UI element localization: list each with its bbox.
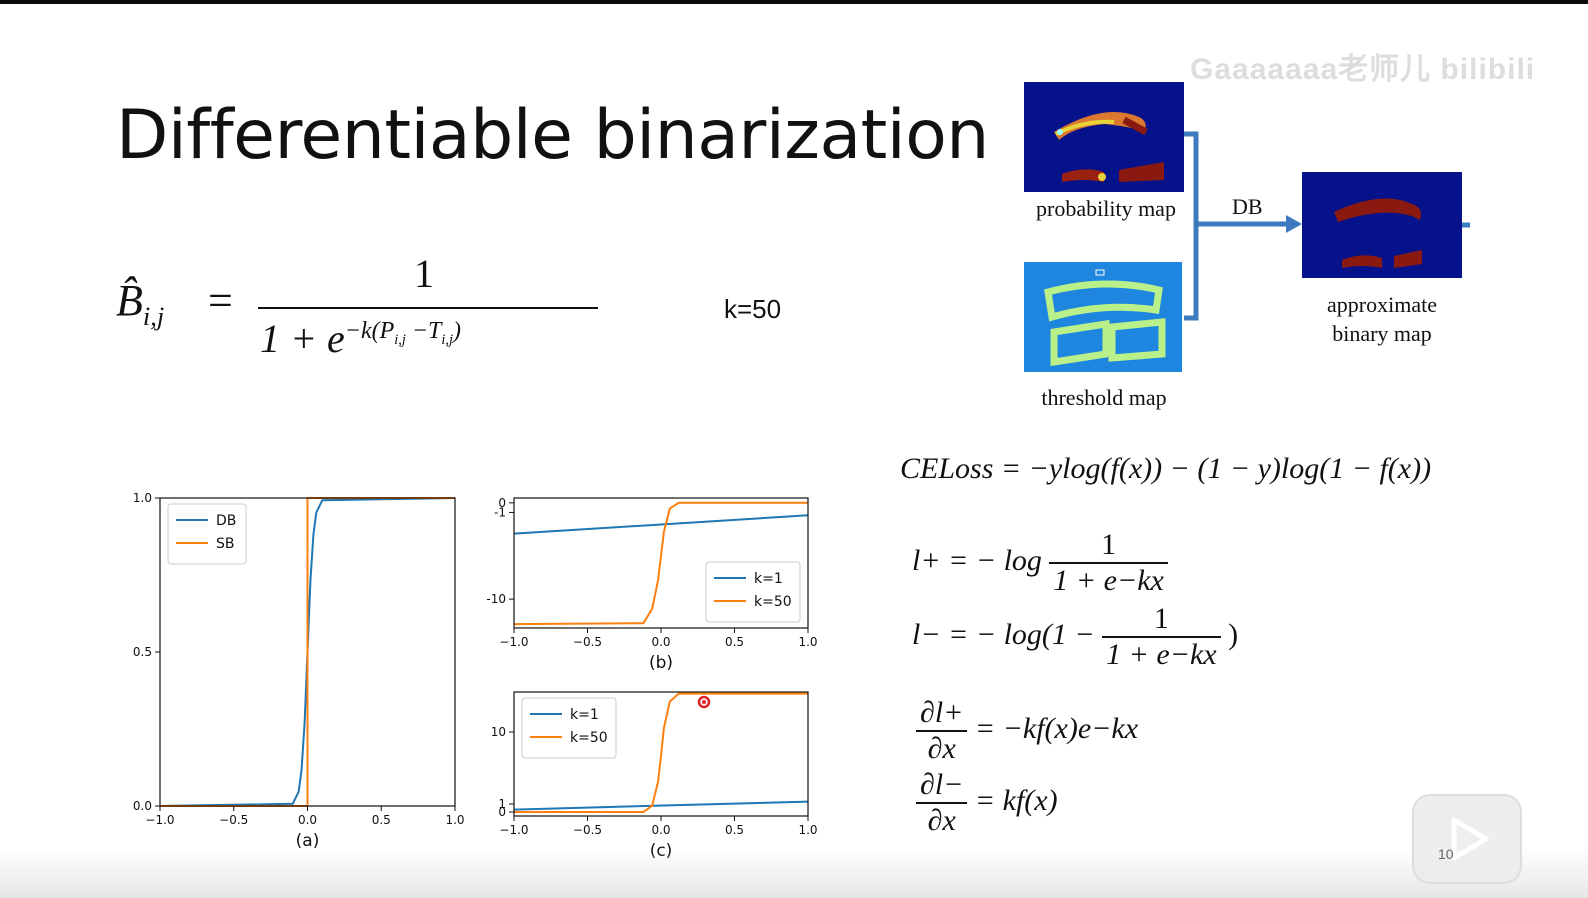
- play-icon: [1451, 817, 1489, 861]
- dlplus-equation: ∂l+ ∂x = −kf(x)e−kx: [916, 696, 1138, 766]
- chart-b: −1.0 −0.5 0.0 0.5 1.0 0-1 -10 (b) k=1 k=50: [486, 496, 817, 673]
- probability-map-image: [1024, 82, 1184, 192]
- db-connector-arrows: [1184, 131, 1302, 321]
- legend-box: [521, 697, 617, 759]
- legend-box: [705, 561, 801, 623]
- series-line-1: [514, 692, 808, 813]
- bottom-fade: [0, 848, 1588, 898]
- x-tick-label: 0.5: [725, 635, 744, 649]
- dlminus-fraction: ∂l− ∂x: [916, 768, 968, 838]
- y-tick-label: 1.0: [133, 491, 152, 505]
- lplus-prefix: l+ = − log: [912, 543, 1042, 577]
- cursor-marker: [697, 695, 711, 709]
- page-number: 10: [1438, 846, 1454, 862]
- x-tick-label: 1.0: [798, 635, 817, 649]
- dlminus-rhs: = kf(x): [974, 783, 1058, 817]
- y-tick-label: 0: [498, 805, 506, 819]
- dlplus-numerator: ∂l+: [920, 696, 964, 729]
- chart-a: −1.0 −0.5 0.0 0.5 1.0 0.0 0.5 1.0 (a) DB SB: [133, 491, 465, 851]
- formula-lhs: B̂i,j: [116, 276, 165, 331]
- lminus-denominator: 1 + e−kx: [1102, 636, 1221, 672]
- dlminus-numerator: ∂l−: [920, 768, 964, 801]
- y-tick-label: 0.5: [133, 645, 152, 659]
- x-tick-label: 0.0: [651, 635, 670, 649]
- play-button[interactable]: [1412, 794, 1522, 884]
- k-value-label: k=50: [724, 294, 782, 324]
- celoss-equation: CELoss = −ylog(f(x)) − (1 − y)log(1 − f(…: [900, 452, 1432, 485]
- x-tick-label: 0.0: [298, 813, 317, 827]
- x-tick-label: 1.0: [798, 823, 817, 837]
- watermark: Gaaaaaaa老师儿 bilibili: [1190, 53, 1536, 86]
- dlminus-denominator: ∂x: [916, 802, 968, 838]
- x-tick-label: −0.5: [219, 813, 248, 827]
- formula-denominator: 1 + e−k(Pi,j −Ti,j): [260, 316, 462, 361]
- legend-label: k=1: [570, 707, 599, 723]
- lminus-fraction: 1 1 + e−kx: [1102, 602, 1221, 672]
- x-tick-label: −1.0: [499, 635, 528, 649]
- legend-label: k=1: [754, 571, 783, 587]
- slide-title: Differentiable binarization: [116, 96, 989, 175]
- top-bar: [0, 0, 1588, 4]
- y-tick-label: -1: [494, 505, 506, 519]
- x-tick-label: 1.0: [445, 813, 464, 827]
- y-tick-label: -10: [486, 592, 506, 606]
- legend-label: SB: [216, 536, 235, 552]
- y-tick-label: 1: [498, 797, 506, 811]
- dlplus-fraction: ∂l+ ∂x: [916, 696, 968, 766]
- dlplus-rhs: = −kf(x)e−kx: [974, 711, 1139, 745]
- x-tick-label: −0.5: [573, 823, 602, 837]
- lplus-denominator: 1 + e−kx: [1049, 562, 1168, 598]
- y-tick-label: 0: [498, 496, 506, 510]
- series-line-0: [513, 800, 809, 811]
- y-tick-label: 10: [491, 725, 506, 739]
- dlminus-equation: ∂l− ∂x = kf(x): [916, 768, 1058, 838]
- approx-caption-line1: approximate: [1327, 292, 1437, 317]
- series-line-0: [513, 514, 809, 535]
- approximate-binary-map-caption: approximate binary map: [1300, 290, 1464, 348]
- lplus-equation: l+ = − log 1 1 + e−kx: [912, 528, 1168, 598]
- legend-label: k=50: [570, 730, 608, 746]
- output-arrow-stub: [1462, 222, 1470, 228]
- threshold-map-image: [1024, 262, 1182, 372]
- x-tick-label: −1.0: [499, 823, 528, 837]
- legend-label: DB: [216, 513, 236, 529]
- dlplus-denominator: ∂x: [916, 730, 968, 766]
- lminus-prefix: l− = − log(1 −: [912, 617, 1095, 651]
- probability-map-caption: probability map: [1036, 196, 1176, 221]
- x-tick-label: −1.0: [145, 813, 174, 827]
- x-tick-label: −0.5: [573, 635, 602, 649]
- fraction-bar: [258, 307, 598, 309]
- formula-equals: =: [208, 276, 233, 325]
- series-line-1: [513, 501, 808, 626]
- lminus-equation: l− = − log(1 − 1 1 + e−kx ): [912, 602, 1238, 672]
- lminus-numerator: 1: [1153, 602, 1169, 635]
- x-tick-label: 0.0: [651, 823, 670, 837]
- x-tick-label: 0.5: [372, 813, 391, 827]
- approx-caption-line2: binary map: [1332, 321, 1432, 346]
- lminus-suffix: ): [1228, 617, 1239, 651]
- binarization-formula: B̂i,j = 1 1 + e−k(Pi,j −Ti,j): [116, 245, 616, 365]
- threshold-map-caption: threshold map: [1041, 385, 1167, 410]
- approximate-binary-map-image: [1302, 172, 1462, 278]
- chart-caption: (b): [649, 653, 673, 673]
- db-arrow-label: DB: [1232, 194, 1263, 219]
- chart-caption: (a): [296, 831, 320, 851]
- cursor-marker-dot: [702, 700, 706, 704]
- legend-label: k=50: [754, 594, 792, 610]
- x-tick-label: 0.5: [725, 823, 744, 837]
- lplus-numerator: 1: [1101, 528, 1117, 561]
- formula-numerator: 1: [414, 251, 434, 296]
- y-tick-label: 0.0: [133, 799, 152, 813]
- lplus-fraction: 1 1 + e−kx: [1049, 528, 1168, 598]
